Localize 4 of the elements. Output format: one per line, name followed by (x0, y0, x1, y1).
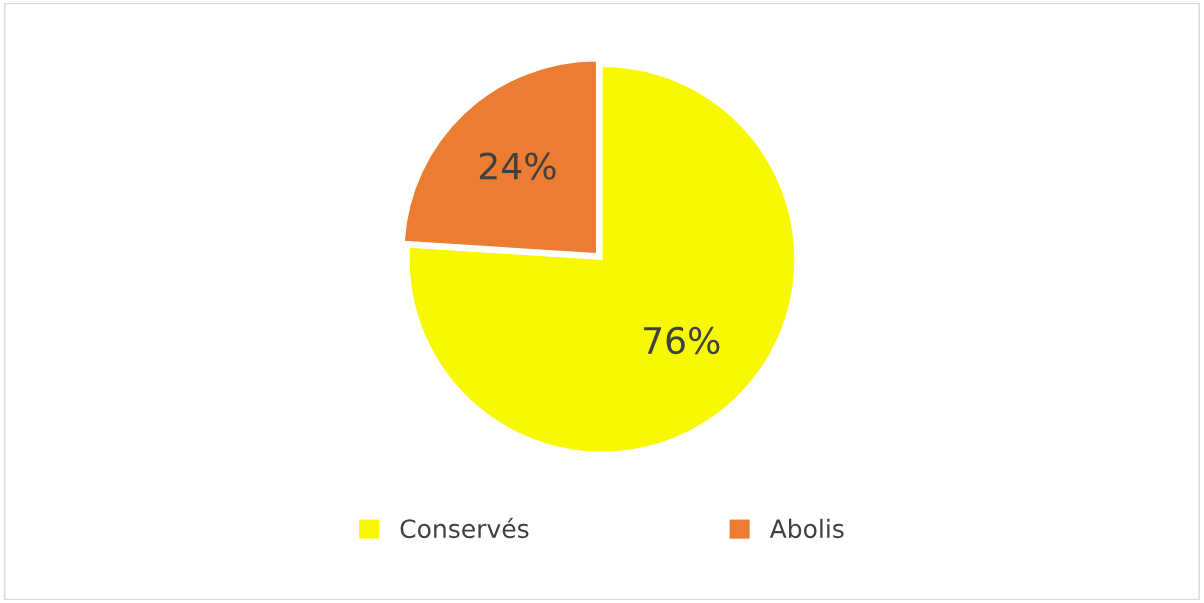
data-label: 76% (644, 326, 720, 355)
legend-label: Abolis (769, 518, 844, 539)
data-label: 24% (479, 152, 556, 180)
legend-label: Conservés (400, 517, 529, 539)
